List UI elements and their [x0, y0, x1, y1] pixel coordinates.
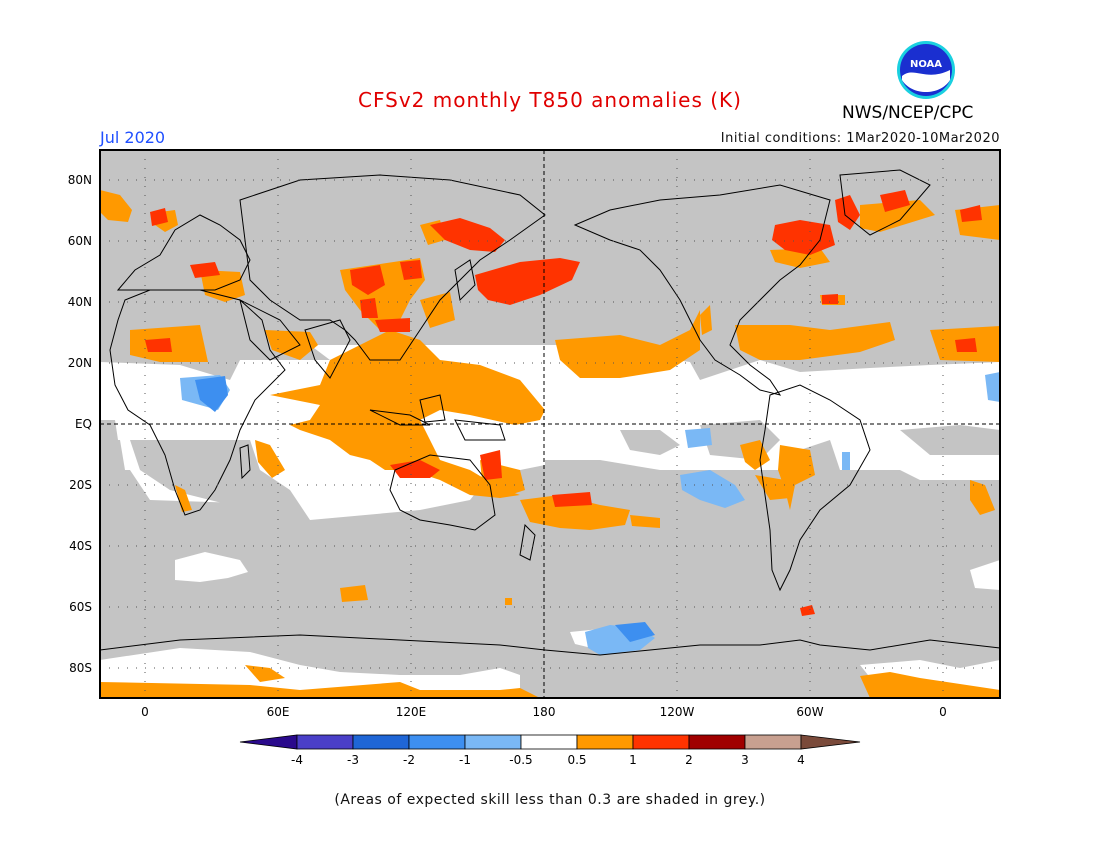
colorbar: -4 -3 -2 -1 -0.5 0.5 1 2 3 4 [239, 734, 861, 767]
skill-footnote: (Areas of expected skill less than 0.3 a… [334, 792, 766, 808]
cool-anomaly-blue [195, 376, 655, 642]
lon-label: 60E [267, 705, 290, 719]
colorbar-arrow-high [800, 734, 861, 750]
lat-label: EQ [75, 417, 92, 431]
colorbar-label: 0.5 [567, 753, 586, 767]
noaa-logo: NOAA [897, 41, 955, 99]
colorbar-box [352, 734, 410, 750]
colorbar-label: 4 [797, 753, 805, 767]
colorbar-label: 2 [685, 753, 693, 767]
colorbar-box [520, 734, 578, 750]
lat-label: 80S [69, 661, 92, 675]
lat-label: 40N [68, 295, 92, 309]
colorbar-box [632, 734, 690, 750]
map-frame [99, 149, 1001, 699]
lon-label: 60W [796, 705, 823, 719]
colorbar-box [744, 734, 802, 750]
lat-label: 60N [68, 234, 92, 248]
coastlines [100, 169, 1000, 656]
lat-label: 40S [69, 539, 92, 553]
colorbar-label: -0.5 [509, 753, 532, 767]
noaa-logo-text: NOAA [910, 59, 942, 70]
lon-label: 120E [396, 705, 427, 719]
colorbar-label: -3 [347, 753, 359, 767]
lon-label: 120W [660, 705, 695, 719]
lat-label: 60S [69, 600, 92, 614]
colorbar-box [688, 734, 746, 750]
warm-anomaly-red [145, 190, 982, 616]
map-title: CFSv2 monthly T850 anomalies (K) [358, 88, 742, 112]
colorbar-label: -2 [403, 753, 415, 767]
lat-label: 20S [69, 478, 92, 492]
lat-label: 20N [68, 356, 92, 370]
lon-label: 0 [939, 705, 947, 719]
colorbar-box [296, 734, 354, 750]
colorbar-label: 1 [629, 753, 637, 767]
lat-label: 80N [68, 173, 92, 187]
forecast-month: Jul 2020 [100, 128, 166, 147]
longitude-labels: 0 60E 120E 180 120W 60W 0 [141, 705, 947, 719]
map-field [100, 150, 1000, 698]
latitude-labels: 80N 60N 40N 20N EQ 20S 40S 60S 80S [68, 173, 92, 675]
colorbar-box [464, 734, 522, 750]
colorbar-arrow-low [239, 734, 298, 750]
lon-label: 180 [533, 705, 556, 719]
colorbar-label: -1 [459, 753, 471, 767]
agency-label: NWS/NCEP/CPC [842, 103, 974, 123]
initial-conditions: Initial conditions: 1Mar2020-10Mar2020 [720, 131, 1000, 146]
colorbar-label: 3 [741, 753, 749, 767]
colorbar-box [408, 734, 466, 750]
colorbar-label: -4 [291, 753, 303, 767]
lon-label: 0 [141, 705, 149, 719]
graticule [100, 150, 1000, 698]
colorbar-box [576, 734, 634, 750]
